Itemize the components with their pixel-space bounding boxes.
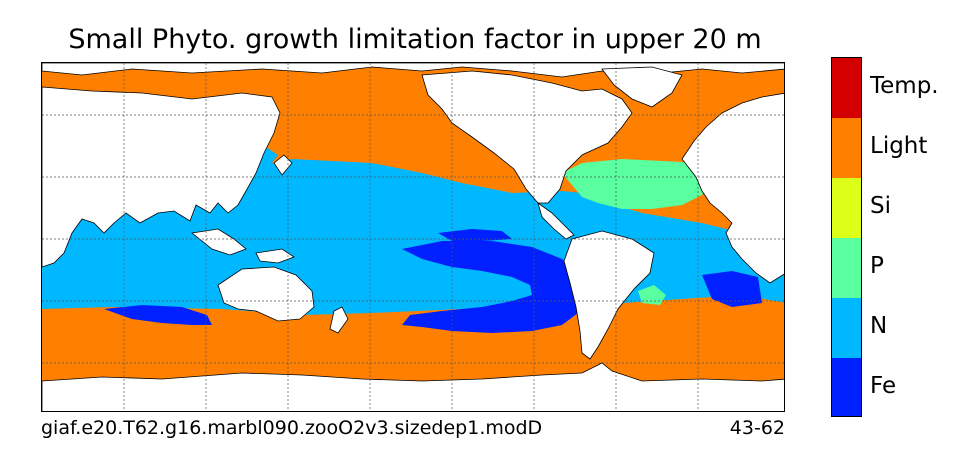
land-masses — [42, 63, 784, 411]
maritime-southeast-asia — [191, 228, 247, 256]
legend-label: N — [870, 313, 888, 339]
legend-swatch — [832, 298, 861, 359]
ocean-limitation-map — [42, 63, 784, 411]
central-america — [537, 202, 575, 240]
legend-label: Temp. — [870, 73, 939, 99]
africa-europe-east — [681, 92, 784, 284]
legend-label: P — [870, 253, 884, 279]
iron-limited-regions — [104, 229, 762, 333]
map-title: Small Phyto. growth limitation factor in… — [68, 24, 762, 55]
phosphorus-limited-south-atlantic — [638, 285, 666, 305]
legend-swatch — [832, 358, 861, 416]
map-graticule — [42, 63, 784, 411]
phosphorus-limited-atlantic — [562, 159, 710, 209]
north-america — [421, 70, 633, 204]
legend-label: Fe — [870, 373, 897, 399]
new-guinea — [255, 248, 295, 264]
antarctica — [42, 362, 784, 411]
new-zealand — [329, 306, 349, 334]
eurasia-africa-west — [42, 86, 281, 268]
legend-colorbar — [831, 57, 862, 417]
greenland — [601, 66, 683, 108]
year-range-caption: 43-62 — [729, 417, 785, 439]
map-panel — [41, 62, 785, 412]
japan — [273, 154, 293, 176]
legend-swatch — [832, 58, 861, 119]
legend-swatch — [832, 238, 861, 299]
arctic-land — [42, 63, 784, 78]
case-name-caption: giaf.e20.T62.g16.marbl090.zooO2v3.sizede… — [41, 417, 543, 439]
australia — [217, 266, 315, 322]
legend-swatch — [832, 178, 861, 239]
legend-swatch — [832, 118, 861, 179]
legend-label: Si — [870, 193, 891, 219]
legend-label: Light — [870, 133, 928, 159]
south-america — [563, 230, 655, 360]
